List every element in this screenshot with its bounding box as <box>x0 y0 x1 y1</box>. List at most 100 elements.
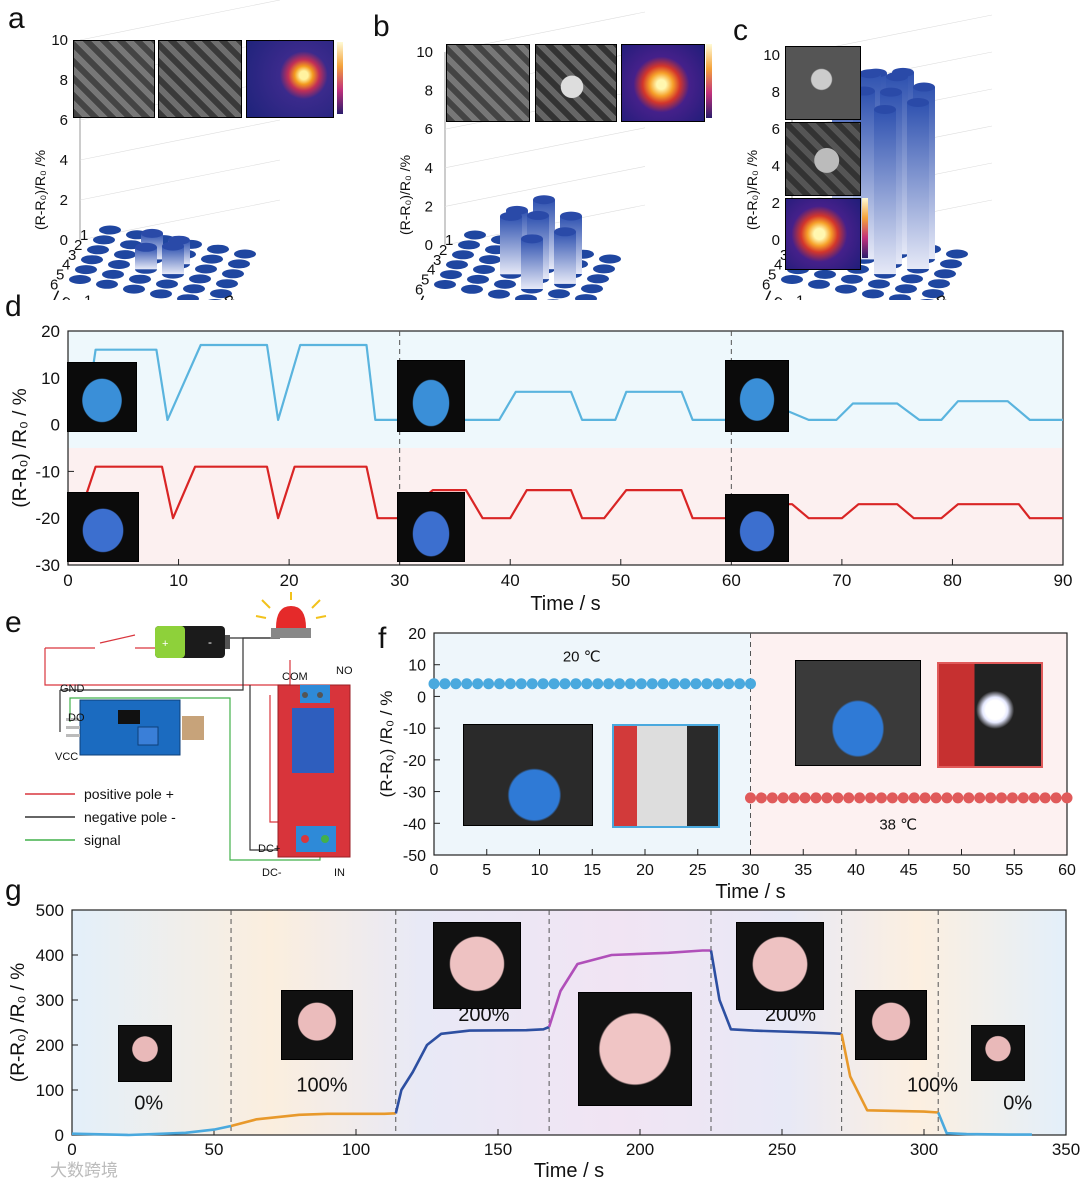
bar-top-1-2 <box>560 211 582 221</box>
x-tick-2-2: 3 <box>780 247 788 264</box>
data-point-0-7 <box>504 678 516 690</box>
sensor-disc-0-6-5 <box>177 294 199 300</box>
y-tick-label: 500 <box>36 901 64 920</box>
data-point-1-7 <box>821 792 833 804</box>
x-tick-label: 5 <box>482 862 491 879</box>
data-point-1-22 <box>985 792 997 804</box>
panel-c-photo-1 <box>785 46 861 120</box>
y-tick-label: 10 <box>408 658 426 675</box>
z-label-0: (R-R₀)/R₀ /% <box>32 150 48 230</box>
x-axis-label: Time / s <box>534 1160 604 1182</box>
sensor-disc-1-3-1 <box>452 250 474 260</box>
balloon-photo-100pct-b <box>855 990 927 1060</box>
panel-b-thermal <box>621 44 705 122</box>
annotation-38c: 38 ℃ <box>879 817 917 834</box>
x-tick-label: 80 <box>943 571 962 590</box>
y-tick-label: -50 <box>403 848 426 865</box>
x-tick-label: 200 <box>626 1140 654 1159</box>
x-tick-1-1: 2 <box>439 242 447 259</box>
sensor-disc-2-6-3 <box>835 284 857 294</box>
series-line-6 <box>936 1112 1032 1136</box>
alarm-light-icon <box>255 592 327 638</box>
z-tick-2-3: 6 <box>772 121 780 138</box>
data-point-1-18 <box>941 792 953 804</box>
data-point-1-19 <box>952 792 964 804</box>
bar-top-2-4 <box>886 72 908 82</box>
b-tick-2-0: 1 <box>796 293 804 301</box>
data-point-0-0 <box>428 678 440 690</box>
data-point-0-11 <box>548 678 560 690</box>
battery-icon: + - <box>155 626 230 658</box>
panel-a-label: a <box>8 2 25 35</box>
panel-c-label: c <box>733 14 748 47</box>
panel-e-label: e <box>5 606 22 639</box>
b-tick-0-1: 2 <box>111 297 119 300</box>
data-point-0-25 <box>701 678 713 690</box>
z-tick-1-0: 0 <box>425 237 433 254</box>
bar-2-9 <box>874 109 896 275</box>
data-point-1-9 <box>843 792 855 804</box>
series-line-upper <box>83 343 1063 425</box>
bar-top-2-9 <box>874 104 896 114</box>
bg-lower <box>68 448 1063 565</box>
panel-b-photo-1 <box>446 44 530 122</box>
label-no: NO <box>336 665 353 677</box>
y-tick-label: 0 <box>417 689 426 706</box>
series-line-5 <box>840 1033 939 1114</box>
data-point-0-6 <box>493 678 505 690</box>
glove-photo-38c <box>795 660 921 766</box>
sensor-disc-1-4-2 <box>473 265 495 274</box>
panel-g-label: g <box>5 874 22 907</box>
x-tick-label: 45 <box>900 862 918 879</box>
z-grid-0-2 <box>79 119 281 161</box>
label-dc-minus: DC- <box>262 867 282 879</box>
sensor-disc-1-3-2 <box>479 255 501 265</box>
z-tick-1-1: 2 <box>425 198 433 215</box>
y-tick-label: 10 <box>41 369 60 388</box>
x-tick-label: 30 <box>390 571 409 590</box>
sensor-disc-0-2-1 <box>93 235 115 245</box>
x-tick-1-0: 1 <box>445 232 453 249</box>
x-tick-1-4: 5 <box>421 272 429 289</box>
led-zoom-38c <box>937 662 1043 768</box>
bar-top-0-0 <box>141 228 163 238</box>
balloon-photo-0pct-end <box>971 1025 1025 1081</box>
sensor-disc-0-5-6 <box>210 289 232 299</box>
glove-photo-20c <box>463 724 593 826</box>
y-tick-label: -40 <box>403 816 426 833</box>
bar-0-3 <box>162 246 184 275</box>
z-label-2: (R-R₀)/R₀ /% <box>744 150 760 230</box>
data-point-0-10 <box>537 678 549 690</box>
balloon-photo-0pct-start <box>118 1025 172 1082</box>
x-tick-label: 50 <box>953 862 971 879</box>
x-tick-2-3: 4 <box>774 257 782 274</box>
data-point-1-8 <box>832 792 844 804</box>
series-line-1 <box>230 1112 396 1128</box>
series-line-lower <box>83 465 1063 520</box>
plot-frame <box>67 330 1064 566</box>
sensor-disc-2-6-5 <box>889 294 911 300</box>
legend-negative: negative pole - <box>84 809 176 825</box>
hand-photo-ok-bottom <box>725 494 789 562</box>
sensor-disc-2-4-5 <box>901 274 923 284</box>
data-point-0-15 <box>592 678 604 690</box>
z-tick-2-1: 2 <box>772 195 780 212</box>
x-tick-label: 40 <box>501 571 520 590</box>
sensor-disc-0-6-3 <box>123 284 145 294</box>
data-point-1-27 <box>1039 792 1051 804</box>
data-point-0-19 <box>635 678 647 690</box>
svg-text:+: + <box>162 638 168 650</box>
sensor-disc-2-5-5 <box>895 284 917 294</box>
data-point-0-5 <box>483 678 495 690</box>
x-tick-label: 35 <box>794 862 812 879</box>
hand-photo-victory-bottom <box>397 492 465 562</box>
plot-frame <box>71 909 1067 1136</box>
z-tick-0-5: 10 <box>51 32 68 49</box>
bar-top-0-3 <box>162 241 184 251</box>
bar-top-2-3 <box>859 69 881 79</box>
x-axis-label: Time / s <box>715 881 785 903</box>
bar-top-1-5 <box>554 227 576 237</box>
data-point-0-8 <box>515 678 527 690</box>
data-point-0-22 <box>668 678 680 690</box>
y-tick-label: 0 <box>51 416 60 435</box>
